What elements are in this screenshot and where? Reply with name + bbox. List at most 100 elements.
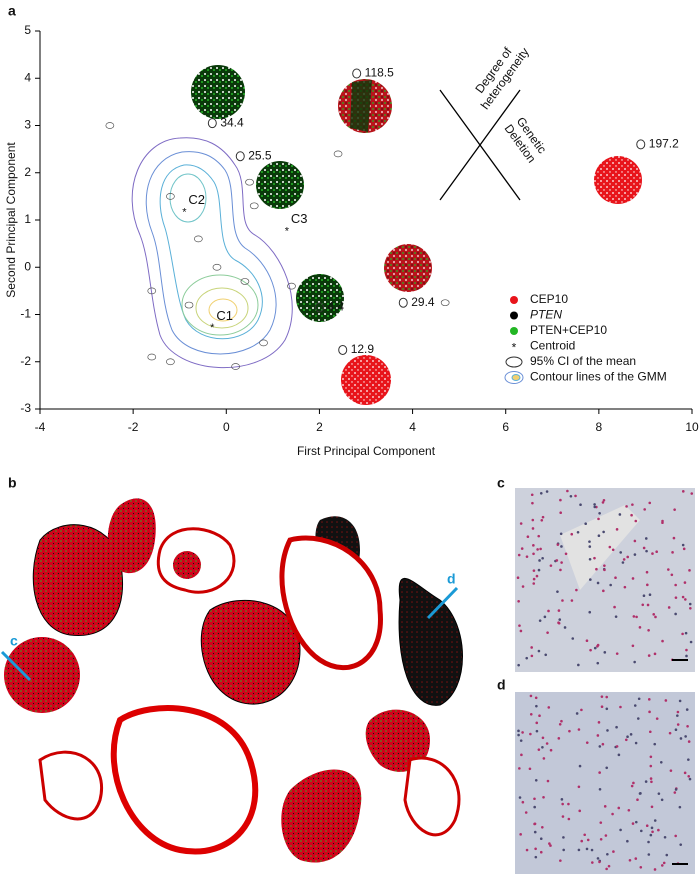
stain-dot (545, 742, 549, 745)
stain-dot (645, 570, 649, 574)
stain-dot (606, 729, 609, 732)
stain-dot (678, 699, 682, 703)
stain-dot (617, 753, 621, 757)
y-tick-label: -1 (20, 307, 31, 321)
stain-dot (631, 577, 635, 580)
stain-dot (596, 581, 600, 585)
stain-dot (559, 568, 562, 572)
stain-dot (613, 605, 616, 609)
stain-dot (568, 729, 571, 733)
stain-dot (519, 629, 523, 633)
stain-dot (614, 615, 618, 618)
stain-dot (588, 545, 592, 548)
stain-dot (534, 778, 538, 782)
stain-dot (676, 723, 680, 726)
stain-dot (525, 656, 529, 660)
centroid-label: C2 (188, 192, 205, 207)
stain-dot (585, 639, 589, 642)
stain-dot (649, 755, 653, 759)
tissue (110, 705, 259, 855)
stain-dot (647, 654, 651, 657)
stain-dot (634, 519, 638, 523)
stain-dot (622, 558, 626, 561)
stain-dot (525, 848, 529, 852)
stain-dot (561, 802, 564, 806)
stain-dot (575, 588, 578, 592)
stain-dot (547, 609, 550, 613)
panel-label: a (8, 3, 16, 19)
stain-dot (618, 513, 622, 516)
stain-dot (567, 802, 570, 806)
stain-dot (667, 568, 670, 571)
centroid-marker: * (285, 225, 290, 237)
stain-dot (635, 615, 638, 619)
stain-dot (574, 494, 577, 498)
sample-disc (256, 161, 304, 209)
stain-dot (653, 819, 657, 822)
stain-dot (541, 515, 545, 519)
stain-dot (541, 556, 544, 560)
stain-dot (541, 745, 544, 749)
stain-dot (651, 830, 654, 834)
stain-dot (599, 837, 603, 841)
cluster-label: 29.4 (411, 295, 435, 309)
tissue-map: c d (0, 498, 463, 863)
stain-dot (647, 698, 651, 701)
stain-dot (544, 653, 548, 657)
stain-dot (674, 728, 678, 732)
stain-dot (538, 559, 541, 562)
stain-dot (647, 628, 650, 632)
stain-dot (684, 631, 688, 635)
stain-dot (517, 599, 520, 603)
stain-dot (528, 767, 532, 771)
stain-dot (537, 649, 541, 653)
stain-dot (638, 626, 642, 629)
stain-dot (541, 736, 545, 740)
stain-dot (593, 646, 597, 650)
stain-dot (653, 868, 657, 871)
stain-dot (543, 615, 547, 619)
stain-dot (619, 551, 623, 554)
stain-dot (598, 745, 602, 748)
stain-dot (557, 609, 561, 612)
stain-dot (535, 574, 539, 578)
stain-dot (579, 503, 582, 507)
centroid-label: C1 (216, 308, 233, 323)
legend-swatch: * (512, 341, 517, 355)
tissue (107, 498, 156, 574)
stain-dot (576, 530, 580, 534)
stain-dot (520, 547, 524, 550)
stain-dot (649, 777, 653, 780)
stain-dot (547, 706, 551, 709)
stain-dot (638, 792, 642, 795)
stain-dot (517, 553, 521, 557)
legend-label: PTEN (530, 308, 562, 322)
stain-dot (559, 859, 562, 862)
stain-dot (560, 719, 563, 723)
stain-dot (593, 556, 596, 560)
ci-ellipse (166, 193, 175, 200)
stain-dot (540, 518, 544, 522)
stain-dot (685, 654, 688, 658)
stain-dot (673, 791, 677, 794)
stain-dot (530, 646, 533, 649)
stain-dot (646, 603, 650, 607)
stain-dot (679, 737, 683, 740)
ci-ellipse (166, 358, 175, 366)
stain-dot (577, 728, 581, 731)
stain-dot (631, 822, 635, 825)
stain-dot (557, 737, 561, 740)
stain-dot (577, 663, 580, 667)
stain-dot (651, 552, 654, 555)
stain-dot (605, 707, 609, 711)
stain-dot (560, 561, 563, 564)
sample-disc (384, 244, 432, 292)
marker-arrow (0, 650, 32, 682)
stain-dot (611, 812, 614, 816)
stain-dot (597, 721, 601, 724)
stain-dot (601, 501, 605, 504)
stain-dot (603, 805, 607, 808)
stain-dot (626, 555, 630, 559)
legend-swatch (504, 371, 524, 384)
